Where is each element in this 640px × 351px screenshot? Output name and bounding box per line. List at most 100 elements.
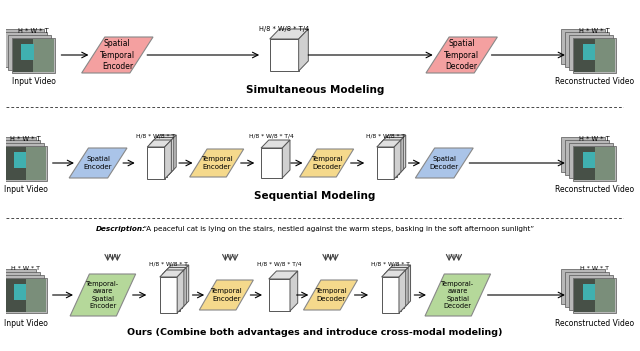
Polygon shape (269, 279, 290, 311)
FancyBboxPatch shape (8, 34, 51, 69)
Text: Spatial
Decoder: Spatial Decoder (429, 156, 459, 170)
Polygon shape (381, 270, 406, 277)
FancyBboxPatch shape (13, 39, 33, 72)
Polygon shape (164, 272, 182, 308)
Polygon shape (160, 277, 177, 313)
Text: Reconstructed Video: Reconstructed Video (555, 319, 634, 328)
FancyBboxPatch shape (561, 28, 605, 64)
FancyBboxPatch shape (0, 272, 40, 306)
Text: Reconstructed Video: Reconstructed Video (555, 185, 634, 194)
FancyBboxPatch shape (569, 34, 612, 69)
FancyBboxPatch shape (569, 274, 612, 310)
Polygon shape (404, 265, 410, 308)
Polygon shape (269, 271, 298, 279)
FancyBboxPatch shape (569, 143, 612, 178)
Polygon shape (152, 135, 176, 142)
FancyBboxPatch shape (574, 146, 595, 179)
Polygon shape (425, 274, 491, 316)
Text: Reconstructed Video: Reconstructed Video (555, 77, 634, 86)
FancyBboxPatch shape (12, 38, 55, 73)
Text: H * W * T: H * W * T (580, 266, 609, 271)
FancyBboxPatch shape (4, 146, 47, 180)
Text: Temporal-
aware
Spatial
Decoder: Temporal- aware Spatial Decoder (441, 281, 474, 309)
Polygon shape (269, 39, 299, 71)
Text: Temporal
Decoder: Temporal Decoder (315, 288, 346, 302)
Polygon shape (381, 142, 399, 174)
Polygon shape (377, 140, 401, 147)
Polygon shape (384, 267, 408, 274)
Polygon shape (381, 277, 399, 313)
Polygon shape (399, 270, 406, 313)
Polygon shape (167, 138, 174, 177)
Text: Spatial
Temporal
Encoder: Spatial Temporal Encoder (100, 39, 135, 71)
FancyBboxPatch shape (13, 152, 26, 167)
Text: H/8 * W/8 * T: H/8 * W/8 * T (366, 134, 405, 139)
FancyBboxPatch shape (13, 284, 26, 299)
FancyBboxPatch shape (582, 284, 595, 299)
Polygon shape (162, 267, 186, 274)
Polygon shape (399, 135, 406, 174)
FancyBboxPatch shape (574, 39, 595, 72)
Polygon shape (162, 274, 180, 311)
FancyBboxPatch shape (561, 269, 605, 304)
Text: Simultaneous Modeling: Simultaneous Modeling (246, 85, 384, 95)
FancyBboxPatch shape (574, 39, 616, 72)
Polygon shape (261, 148, 282, 178)
Text: Input Video: Input Video (12, 77, 56, 86)
Text: H/8 * W/8 * T/4: H/8 * W/8 * T/4 (250, 134, 294, 139)
Polygon shape (379, 145, 397, 177)
Text: H * W * T: H * W * T (12, 266, 40, 271)
Polygon shape (379, 138, 403, 145)
FancyBboxPatch shape (5, 278, 26, 311)
Text: “A peaceful cat is lying on the stairs, nestled against the warm steps, basking : “A peaceful cat is lying on the stairs, … (141, 226, 534, 232)
Text: H/8 * W/8 * T: H/8 * W/8 * T (371, 262, 410, 267)
Polygon shape (164, 140, 172, 179)
Polygon shape (177, 270, 184, 313)
FancyBboxPatch shape (0, 137, 36, 172)
Text: H * W * T: H * W * T (579, 136, 610, 142)
FancyBboxPatch shape (5, 278, 47, 311)
Text: Sequential Modeling: Sequential Modeling (254, 191, 376, 201)
FancyBboxPatch shape (565, 32, 609, 66)
Text: Input Video: Input Video (4, 185, 47, 194)
Polygon shape (269, 29, 308, 39)
Polygon shape (290, 271, 298, 311)
Polygon shape (152, 142, 170, 174)
FancyBboxPatch shape (0, 269, 36, 304)
FancyBboxPatch shape (574, 278, 616, 311)
Text: Spatial
Temporal
Decoder: Spatial Temporal Decoder (444, 39, 479, 71)
Text: Temporal
Encoder: Temporal Encoder (211, 288, 242, 302)
FancyBboxPatch shape (582, 44, 595, 60)
Polygon shape (377, 147, 394, 179)
FancyBboxPatch shape (4, 278, 47, 312)
Text: Ours (Combine both advantages and introduce cross-modal modeling): Ours (Combine both advantages and introd… (127, 328, 503, 337)
Polygon shape (150, 138, 174, 145)
FancyBboxPatch shape (565, 272, 609, 306)
FancyBboxPatch shape (573, 146, 616, 180)
Text: Temporal-
aware
Spatial
Encoder: Temporal- aware Spatial Encoder (86, 281, 120, 309)
Polygon shape (300, 149, 354, 177)
FancyBboxPatch shape (0, 139, 40, 174)
Polygon shape (189, 149, 244, 177)
FancyBboxPatch shape (0, 28, 44, 64)
Text: H * W * T: H * W * T (10, 136, 41, 142)
Text: H * W * T: H * W * T (18, 28, 49, 34)
Polygon shape (82, 37, 153, 73)
Polygon shape (387, 265, 410, 272)
Polygon shape (387, 272, 404, 308)
Polygon shape (426, 37, 497, 73)
Text: Description:: Description: (96, 226, 146, 232)
Polygon shape (160, 270, 184, 277)
FancyBboxPatch shape (573, 38, 616, 73)
Polygon shape (415, 148, 473, 178)
Polygon shape (147, 140, 172, 147)
FancyBboxPatch shape (574, 278, 595, 311)
FancyBboxPatch shape (574, 146, 616, 179)
FancyBboxPatch shape (4, 32, 47, 66)
Text: Temporal
Encoder: Temporal Encoder (201, 156, 232, 170)
Text: Spatial
Encoder: Spatial Encoder (84, 156, 112, 170)
Polygon shape (397, 138, 403, 177)
FancyBboxPatch shape (573, 278, 616, 312)
Polygon shape (164, 265, 189, 272)
Polygon shape (261, 140, 290, 148)
